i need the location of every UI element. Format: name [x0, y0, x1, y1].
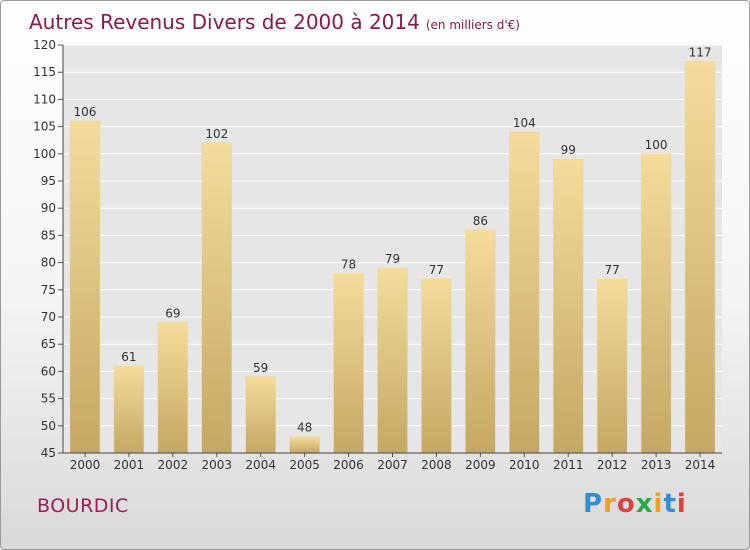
data-label: 86 [473, 214, 488, 228]
y-tick-label: 95 [41, 174, 56, 188]
title-unit: (en milliers d'€) [425, 18, 520, 32]
bar [289, 436, 320, 454]
x-tick-label: 2001 [114, 458, 145, 472]
y-tick-label: 50 [41, 419, 56, 433]
title-main: Autres Revenus Divers de 2000 à 2014 [29, 10, 420, 34]
logo-letter: x [635, 489, 654, 519]
bar [201, 142, 233, 454]
data-label: 77 [429, 263, 444, 277]
bar [69, 120, 101, 454]
logo-letter: o [616, 489, 636, 519]
logo-letter: i [676, 489, 687, 519]
y-tick-label: 80 [41, 256, 56, 270]
x-tick-label: 2010 [509, 458, 540, 472]
logo-letter: i [653, 489, 664, 519]
data-label: 117 [689, 45, 712, 59]
data-label: 77 [605, 263, 620, 277]
bar [245, 376, 276, 454]
bar [596, 278, 628, 454]
x-tick-label: 2013 [641, 458, 672, 472]
x-tick-label: 2007 [377, 458, 408, 472]
bar [157, 322, 189, 454]
data-label: 100 [645, 138, 668, 152]
y-tick-label: 65 [41, 337, 56, 351]
logo-letter: t [663, 489, 677, 519]
data-label: 104 [513, 116, 536, 130]
x-tick-label: 2012 [597, 458, 628, 472]
y-tick-label: 75 [41, 283, 56, 297]
y-tick-label: 120 [33, 38, 56, 52]
data-label: 106 [74, 105, 97, 119]
bar [684, 61, 716, 454]
y-tick-label: 55 [41, 392, 56, 406]
x-tick-label: 2002 [158, 458, 189, 472]
x-tick-label: 2000 [70, 458, 101, 472]
data-label: 61 [121, 350, 136, 364]
bar [509, 131, 540, 454]
data-label: 69 [165, 306, 180, 320]
bar [465, 229, 496, 454]
x-tick-label: 2009 [465, 458, 496, 472]
x-tick-label: 2005 [289, 458, 320, 472]
x-tick-label: 2008 [421, 458, 452, 472]
y-tick-label: 100 [33, 147, 56, 161]
y-tick-label: 70 [41, 310, 56, 324]
x-tick-label: 2004 [245, 458, 276, 472]
city-name: BOURDIC [37, 495, 129, 517]
y-tick-label: 60 [41, 364, 56, 378]
data-label: 78 [341, 257, 356, 271]
x-tick-label: 2003 [201, 458, 232, 472]
data-label: 79 [385, 252, 400, 266]
data-label: 48 [297, 421, 312, 435]
x-tick-label: 2011 [553, 458, 584, 472]
bar [421, 278, 452, 454]
logo-letter: r [603, 489, 617, 519]
y-tick-label: 110 [33, 92, 56, 106]
bar [377, 267, 408, 454]
data-label: 99 [561, 143, 576, 157]
y-tick-label: 105 [33, 120, 56, 134]
bar [113, 365, 145, 454]
data-label: 102 [205, 127, 228, 141]
proxiti-logo: Proxiti [583, 489, 687, 519]
x-tick-label: 2006 [333, 458, 364, 472]
chart-title: Autres Revenus Divers de 2000 à 2014 (en … [29, 10, 520, 34]
bar [333, 273, 364, 454]
bar [640, 153, 672, 454]
y-tick-label: 45 [41, 446, 56, 460]
y-tick-label: 115 [33, 65, 56, 79]
bar [552, 158, 584, 454]
y-tick-label: 90 [41, 201, 56, 215]
logo-letter: P [583, 489, 604, 519]
x-tick-label: 2014 [685, 458, 716, 472]
data-label: 59 [253, 361, 268, 375]
y-tick-label: 85 [41, 228, 56, 242]
